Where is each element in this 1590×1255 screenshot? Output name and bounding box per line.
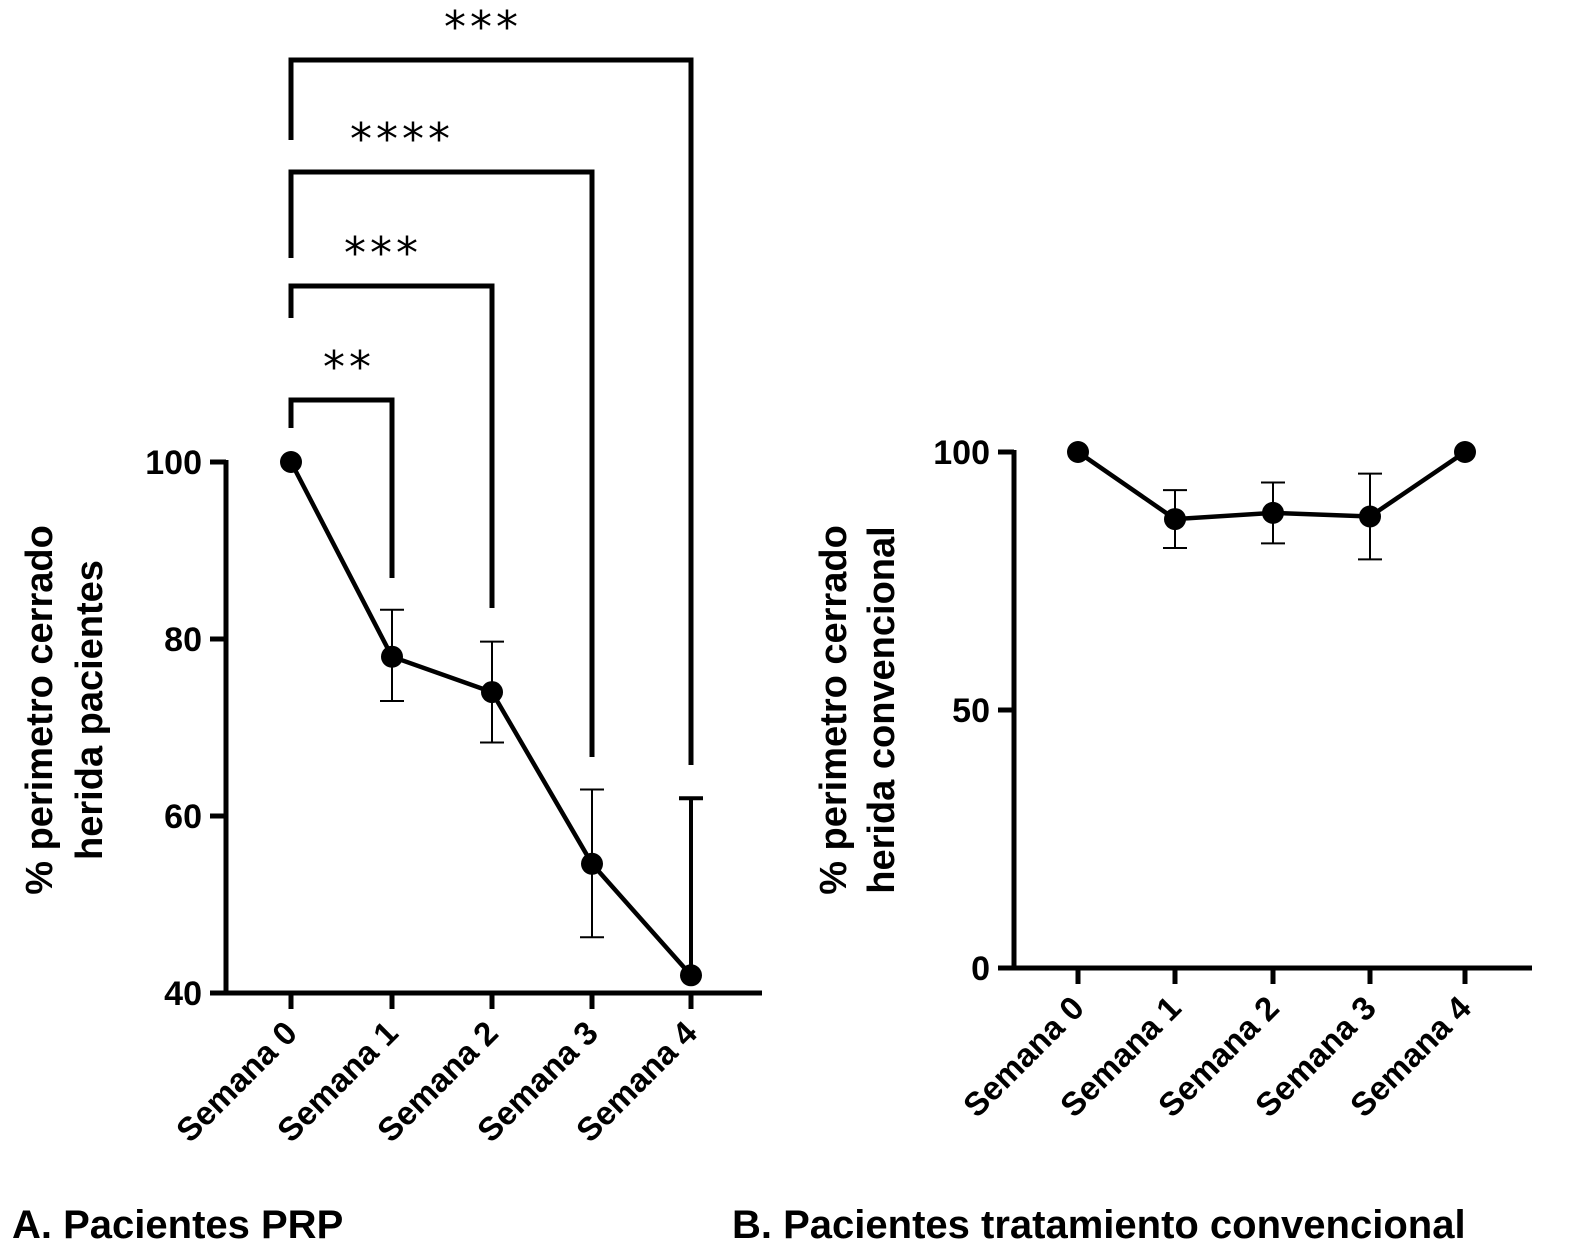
y-tick-label: 80 bbox=[164, 621, 202, 659]
data-point bbox=[680, 964, 702, 987]
panel-caption: A. Pacientes PRP bbox=[12, 1203, 343, 1247]
significance-stars: *** bbox=[344, 228, 422, 279]
y-tick-label: 0 bbox=[971, 950, 990, 988]
significance-bracket bbox=[288, 57, 694, 765]
y-axis-title: herida convencional bbox=[861, 526, 903, 893]
data-point bbox=[1164, 508, 1186, 531]
significance-stars: ** bbox=[323, 342, 375, 393]
y-tick-label: 60 bbox=[164, 798, 202, 836]
significance-bracket bbox=[288, 283, 495, 608]
significance-bracket bbox=[288, 397, 395, 578]
y-tick-label: 100 bbox=[933, 434, 990, 472]
panel-caption: B. Pacientes tratamiento convencional bbox=[732, 1203, 1466, 1247]
y-axis-title: % perimetro cerrado bbox=[19, 525, 61, 895]
significance-stars: **** bbox=[350, 114, 454, 165]
y-axis-title: % perimetro cerrado bbox=[813, 525, 855, 895]
y-tick-label: 40 bbox=[164, 975, 202, 1013]
y-tick-label: 100 bbox=[145, 444, 202, 482]
data-point bbox=[1359, 505, 1381, 528]
y-axis-title: herida pacientes bbox=[69, 560, 111, 860]
data-point bbox=[1454, 441, 1476, 463]
data-point bbox=[481, 681, 503, 704]
data-point bbox=[581, 852, 603, 875]
data-point bbox=[381, 645, 403, 668]
data-point bbox=[1262, 501, 1284, 524]
significance-stars: *** bbox=[444, 2, 522, 53]
y-tick-label: 50 bbox=[952, 692, 990, 730]
data-point bbox=[280, 451, 302, 473]
data-point bbox=[1067, 441, 1089, 463]
significance-bracket bbox=[288, 169, 595, 757]
